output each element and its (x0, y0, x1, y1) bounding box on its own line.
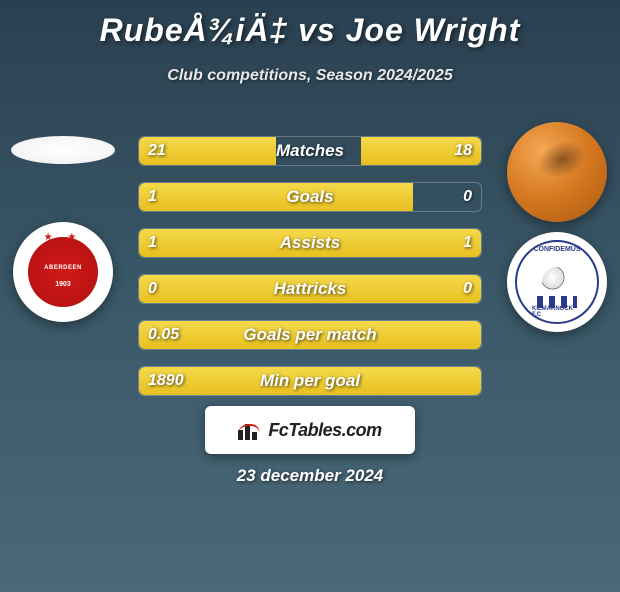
left-player-photo (11, 136, 115, 164)
stat-label: Matches (276, 141, 344, 161)
left-club-year: 1903 (55, 281, 71, 288)
watermark-text: FcTables.com (268, 420, 381, 441)
stat-left-value: 0.05 (148, 326, 179, 344)
football-icon (542, 267, 572, 297)
right-club-badge: CONFIDEMUS KILMARNOCK F.C (507, 232, 607, 332)
stat-left-value: 21 (148, 142, 166, 160)
stat-row: Goals per match 0.05 (138, 320, 482, 350)
stat-label: Min per goal (260, 371, 360, 391)
stat-label: Goals (286, 187, 333, 207)
right-player-photo (507, 122, 607, 222)
stat-row: Matches 21 18 (138, 136, 482, 166)
right-club-top-text: CONFIDEMUS (533, 246, 580, 253)
bars-chart-icon (238, 420, 262, 440)
watermark-badge: FcTables.com (205, 406, 415, 454)
right-club-bottom-text: KILMARNOCK F.C (532, 306, 582, 318)
comparison-subtitle: Club competitions, Season 2024/2025 (0, 67, 620, 85)
stat-label: Goals per match (243, 325, 376, 345)
stat-right-value: 0 (463, 280, 472, 298)
left-player-column: ★ ★ 1903 (8, 122, 118, 322)
stat-left-value: 1 (148, 234, 157, 252)
stat-label: Hattricks (274, 279, 347, 299)
stat-right-value: 1 (463, 234, 472, 252)
stat-left-value: 1890 (148, 372, 184, 390)
stat-left-value: 0 (148, 280, 157, 298)
stat-row: Goals 1 0 (138, 182, 482, 212)
stat-right-value: 0 (463, 188, 472, 206)
right-player-column: CONFIDEMUS KILMARNOCK F.C (502, 122, 612, 332)
left-club-badge: ★ ★ 1903 (13, 222, 113, 322)
star-icon: ★ ★ (44, 232, 83, 243)
stat-left-value: 1 (148, 188, 157, 206)
stat-label: Assists (280, 233, 340, 253)
stat-row: Hattricks 0 0 (138, 274, 482, 304)
stats-bars: Matches2118Goals10Assists11Hattricks00Go… (138, 136, 482, 412)
comparison-title: RubeÅ¾iÄ‡ vs Joe Wright (0, 12, 620, 49)
stat-right-value: 18 (454, 142, 472, 160)
stat-row: Assists 1 1 (138, 228, 482, 258)
stat-row: Min per goal 1890 (138, 366, 482, 396)
stat-bar-left-fill (139, 183, 413, 211)
comparison-date: 23 december 2024 (237, 466, 384, 486)
